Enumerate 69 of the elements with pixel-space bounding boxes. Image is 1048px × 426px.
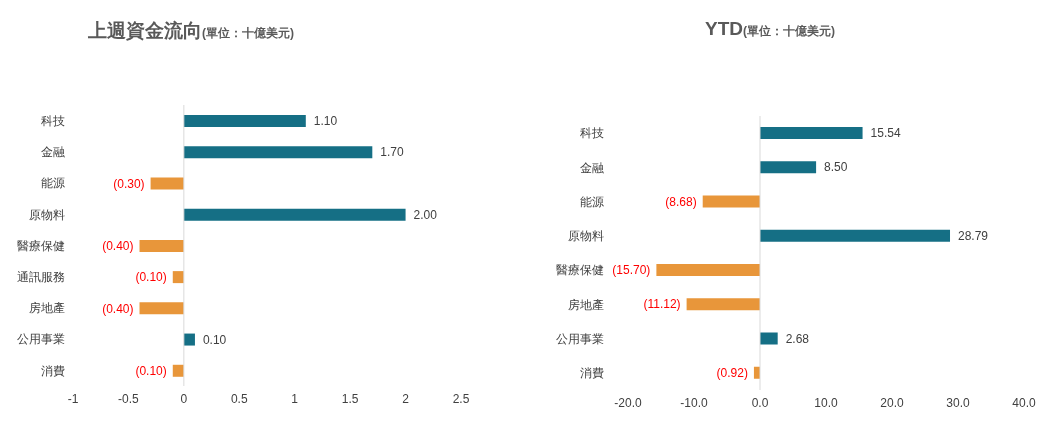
y-tick-label: 科技	[41, 113, 65, 128]
x-tick-label: -1	[67, 391, 79, 406]
bar	[656, 264, 760, 276]
y-tick-label: 公用事業	[556, 331, 604, 346]
bar	[139, 302, 184, 315]
data-label: (0.10)	[135, 363, 167, 378]
bar	[183, 115, 306, 127]
bar	[702, 195, 760, 208]
data-label: (0.40)	[102, 301, 134, 316]
y-tick-label: 消費	[580, 366, 604, 381]
y-tick-label: 醫療保健	[17, 238, 65, 253]
chart-subtitle: (單位：十億美元)	[202, 26, 294, 40]
data-label: 8.50	[824, 160, 848, 175]
data-label: 1.10	[313, 114, 338, 129]
y-tick-label: 能源	[41, 176, 65, 191]
y-tick-label: 科技	[580, 126, 604, 141]
y-tick-label: 房地產	[568, 297, 604, 312]
data-label: 0.10	[202, 332, 227, 347]
x-tick-label: 2.5	[452, 391, 470, 406]
y-tick-label: 房地產	[29, 301, 65, 316]
x-tick-label: 40.0	[1012, 395, 1036, 410]
x-tick-label: 0	[180, 391, 188, 406]
data-label: (0.92)	[716, 365, 748, 380]
bar	[139, 239, 184, 252]
data-label: (0.10)	[135, 270, 167, 285]
x-tick-label: -20.0	[614, 395, 642, 410]
bar	[760, 332, 778, 345]
bar	[172, 271, 184, 284]
x-tick-label: -0.5	[118, 391, 140, 406]
x-tick-label: 1.5	[341, 391, 359, 406]
chart-title: 上週資金流向	[88, 20, 202, 41]
data-label: (15.70)	[612, 263, 651, 278]
data-label: 15.54	[870, 126, 901, 141]
y-tick-label: 原物料	[29, 207, 65, 222]
bar	[172, 364, 184, 377]
bar	[686, 298, 760, 311]
data-label: (11.12)	[643, 297, 681, 312]
x-tick-label: 30.0	[946, 395, 970, 410]
x-tick-label: 10.0	[814, 395, 838, 410]
bar	[183, 333, 195, 346]
y-tick-label: 金融	[41, 145, 65, 160]
bar	[760, 161, 817, 174]
y-tick-label: 通訊服務	[17, 269, 65, 284]
chart-title: YTD	[705, 18, 743, 39]
data-label: 28.79	[958, 228, 989, 243]
y-tick-label: 公用事業	[17, 332, 65, 347]
bar	[183, 146, 373, 159]
bar	[150, 177, 184, 190]
bar	[760, 229, 951, 242]
bar	[183, 208, 406, 221]
data-label: 1.70	[380, 145, 404, 160]
x-tick-label: 1	[291, 391, 299, 406]
y-tick-label: 醫療保健	[556, 263, 604, 278]
data-label: (8.68)	[665, 194, 697, 209]
x-tick-label: 20.0	[880, 395, 904, 410]
y-tick-label: 消費	[41, 363, 65, 378]
chart-subtitle: (單位：十億美元)	[743, 24, 835, 38]
x-tick-label: 0.0	[751, 395, 769, 410]
y-tick-label: 金融	[580, 160, 604, 175]
data-label: 2.68	[785, 331, 810, 346]
y-tick-label: 原物料	[568, 229, 604, 244]
x-tick-label: 2	[402, 391, 410, 406]
y-tick-label: 能源	[580, 194, 604, 209]
x-tick-label: -10.0	[680, 395, 708, 410]
data-label: (0.40)	[102, 239, 134, 254]
bar	[760, 127, 863, 139]
data-label: 2.00	[413, 207, 438, 222]
data-label: (0.30)	[113, 176, 145, 191]
x-tick-label: 0.5	[230, 391, 248, 406]
